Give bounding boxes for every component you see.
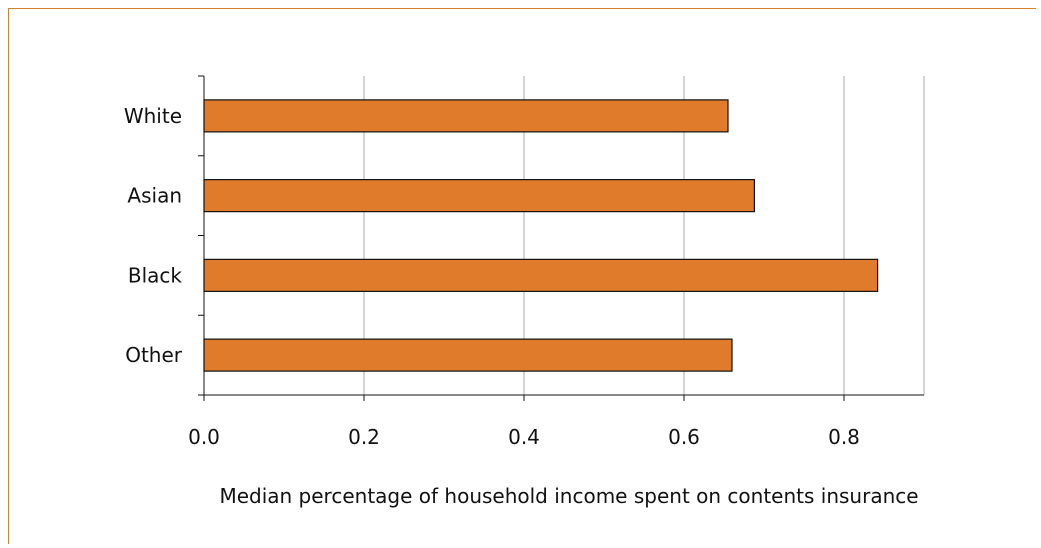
category-labels: White Asian Black Other xyxy=(124,104,183,367)
x-tick-label-0: 0.0 xyxy=(188,425,220,449)
bar-black xyxy=(203,258,879,292)
chart-frame xyxy=(8,8,1036,544)
axes xyxy=(198,75,924,401)
bar-other xyxy=(203,338,733,372)
category-label-black: Black xyxy=(128,263,183,287)
x-tick-label-3: 0.6 xyxy=(668,425,700,449)
x-tick-label-1: 0.2 xyxy=(348,425,380,449)
x-tick-label-4: 0.8 xyxy=(828,425,860,449)
category-label-asian: Asian xyxy=(127,184,182,208)
bars xyxy=(203,99,879,372)
x-tick-label-2: 0.4 xyxy=(508,425,540,449)
x-axis-title: Median percentage of household income sp… xyxy=(219,484,918,508)
category-label-white: White xyxy=(124,104,182,128)
bar-white xyxy=(203,99,729,133)
bar-asian xyxy=(203,179,756,213)
x-tick-labels: 0.0 0.2 0.4 0.6 0.8 xyxy=(188,425,860,449)
category-label-other: Other xyxy=(125,343,183,367)
